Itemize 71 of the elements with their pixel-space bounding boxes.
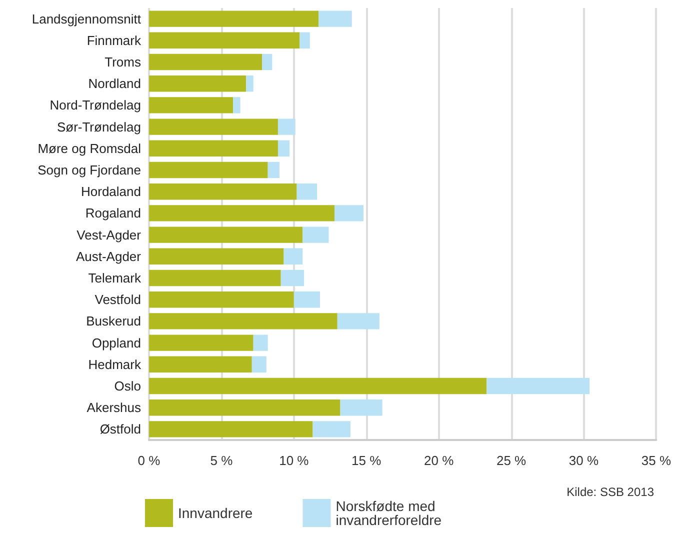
bar (252, 356, 266, 372)
bar (312, 421, 350, 438)
bar (278, 140, 290, 156)
y-tick-label: Akershus (86, 400, 142, 416)
bar (149, 270, 281, 286)
x-tick-label: 5 % (210, 453, 234, 468)
y-tick-label: Oppland (92, 335, 141, 350)
y-tick-label: Buskerud (86, 314, 141, 329)
bar (149, 32, 300, 48)
y-tick-label: Nord-Trøndelag (50, 98, 141, 113)
bar (149, 313, 338, 330)
x-tick-label: 25 % (496, 453, 527, 468)
x-tick-label: 30 % (568, 453, 599, 468)
legend-label: Innvandrere (178, 505, 253, 521)
bar (149, 378, 487, 394)
bar (149, 10, 319, 27)
bar (278, 118, 296, 135)
bar (268, 162, 280, 178)
bar (149, 140, 278, 156)
bar (340, 400, 382, 416)
y-tick-label: Rogaland (85, 206, 141, 221)
bar (318, 10, 352, 27)
x-tick-label: 15 % (352, 453, 382, 468)
y-tick-label: Møre og Romsdal (38, 140, 142, 156)
bar (149, 118, 278, 135)
bar (149, 205, 334, 222)
bar (253, 334, 268, 351)
bar (149, 76, 246, 92)
y-tick-label: Telemark (88, 270, 142, 286)
bar (149, 54, 262, 70)
bar (149, 421, 313, 438)
bar (246, 76, 254, 92)
x-tick-label: 20 % (424, 453, 454, 468)
bar (149, 334, 254, 351)
bar (280, 270, 304, 286)
bar (233, 97, 240, 114)
y-tick-label: Nordland (88, 76, 141, 92)
bar (149, 400, 340, 416)
y-tick-label: Hedmark (88, 356, 142, 372)
bar (300, 32, 310, 48)
text: Kilde: SSB 2013 (566, 485, 654, 499)
y-tick-label: Sør-Trøndelag (56, 119, 141, 134)
x-tick-label: 10 % (279, 453, 310, 468)
bar (149, 356, 252, 372)
y-tick-label: Vest-Agder (76, 227, 142, 242)
bar (294, 292, 320, 308)
legend-label: Norskfødte med invandrerforeldre (336, 498, 442, 528)
y-tick-label: Østfold (100, 422, 141, 437)
bar (302, 226, 329, 243)
y-tick-label: Troms (104, 54, 142, 70)
bar (149, 162, 268, 178)
y-tick-label: Vestfold (94, 292, 141, 308)
bar (149, 97, 234, 114)
bar (296, 184, 318, 200)
bar (337, 313, 380, 330)
bar (262, 54, 272, 70)
bar (486, 378, 590, 394)
x-tick-label: 35 % (641, 453, 672, 468)
y-tick-label: Sogn og Fjordane (38, 162, 141, 178)
y-tick-label: Landsgjennomsnitt (32, 11, 142, 26)
bar (149, 248, 284, 264)
bar (149, 292, 294, 308)
bar (334, 205, 364, 222)
bar (149, 184, 297, 200)
y-tick-label: Hordaland (81, 184, 141, 200)
x-tick-label: 0 % (138, 453, 161, 468)
y-tick-label: Oslo (114, 378, 141, 394)
bar (149, 226, 303, 243)
bar (284, 248, 303, 264)
y-tick-label: Finnmark (86, 32, 142, 48)
y-tick-label: Aust-Agder (76, 248, 142, 264)
